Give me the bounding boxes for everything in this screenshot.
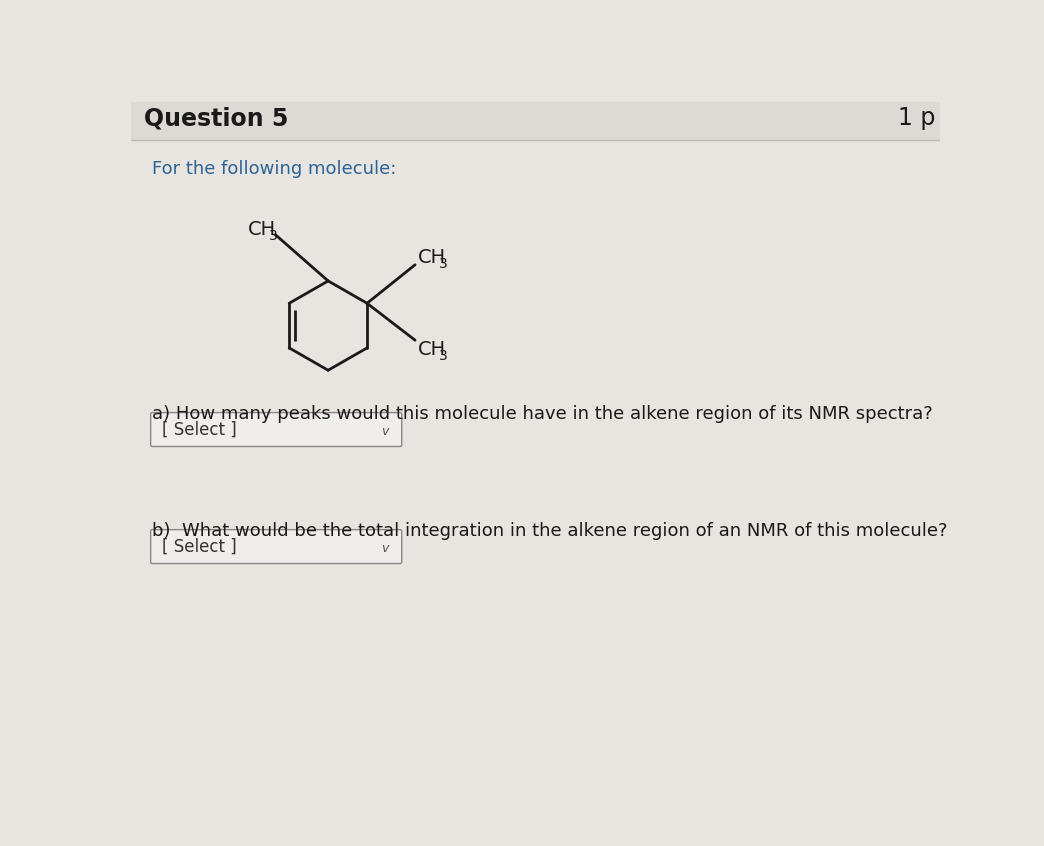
Text: CH: CH bbox=[248, 220, 277, 239]
Text: [ Select ]: [ Select ] bbox=[162, 420, 236, 438]
Text: 3: 3 bbox=[440, 349, 448, 364]
FancyBboxPatch shape bbox=[130, 102, 940, 140]
Text: 3: 3 bbox=[269, 229, 278, 244]
Text: [ Select ]: [ Select ] bbox=[162, 537, 236, 556]
Text: b)  What would be the total integration in the alkene region of an NMR of this m: b) What would be the total integration i… bbox=[152, 522, 948, 540]
Text: CH: CH bbox=[419, 248, 447, 266]
Text: v: v bbox=[381, 541, 388, 555]
Text: Question 5: Question 5 bbox=[144, 107, 289, 130]
Text: 1 p: 1 p bbox=[898, 107, 935, 130]
Text: For the following molecule:: For the following molecule: bbox=[152, 160, 397, 178]
Text: v: v bbox=[381, 425, 388, 437]
Text: 3: 3 bbox=[440, 257, 448, 271]
FancyBboxPatch shape bbox=[150, 530, 402, 563]
Text: a) How many peaks would this molecule have in the alkene region of its NMR spect: a) How many peaks would this molecule ha… bbox=[152, 405, 933, 423]
FancyBboxPatch shape bbox=[150, 413, 402, 447]
Text: CH: CH bbox=[419, 340, 447, 359]
